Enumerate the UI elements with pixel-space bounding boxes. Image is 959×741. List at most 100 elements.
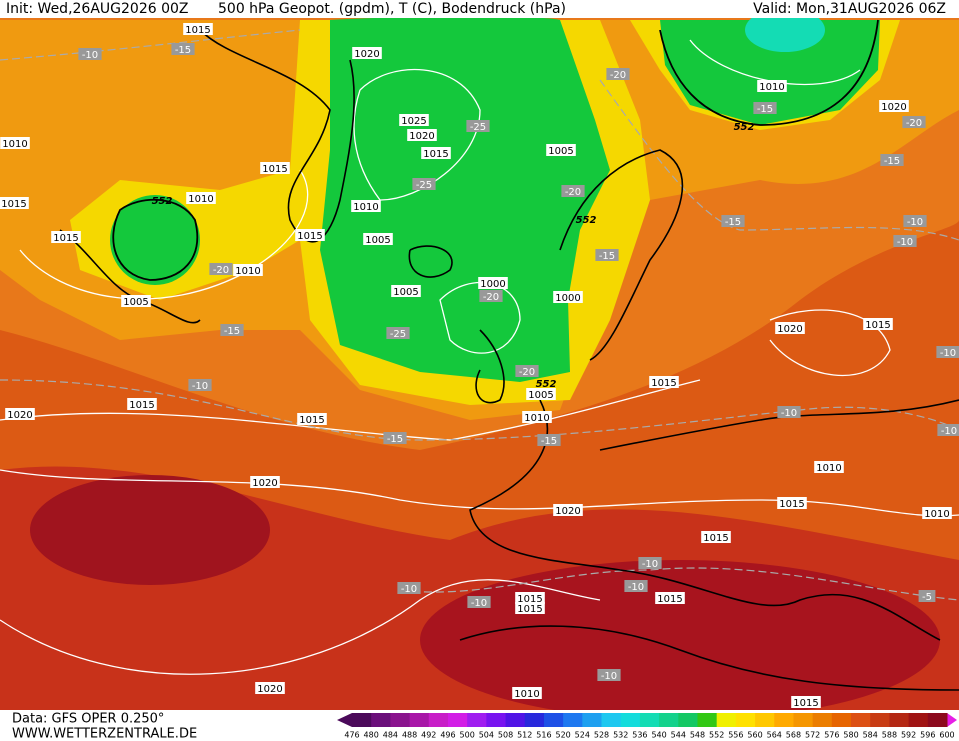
pressure-label: 1015	[517, 604, 542, 615]
temperature-label: -15	[541, 436, 557, 447]
temperature-label-box	[606, 68, 630, 80]
pressure-label: 1005	[393, 287, 418, 298]
pressure-label-box	[879, 100, 909, 112]
legend-tick-label: 476	[344, 731, 359, 740]
temperature-label-box	[624, 580, 648, 592]
pressure-label-box	[5, 408, 35, 420]
legend-tick-label: 560	[747, 731, 762, 740]
legend-tick-label: 556	[728, 731, 743, 740]
pressure-label: 1015	[657, 594, 682, 605]
legend-swatch	[390, 713, 411, 727]
pressure-label-box	[121, 295, 151, 307]
pressure-label-box	[183, 23, 213, 35]
temperature-label-box	[902, 116, 926, 128]
pressure-label: 1015	[779, 499, 804, 510]
temperature-label-box	[777, 406, 801, 418]
legend-tick-label: 484	[383, 731, 398, 740]
temperature-label: -10	[941, 426, 957, 437]
temperature-label: -10	[940, 348, 956, 359]
pressure-label-box	[701, 531, 731, 543]
temperature-label-box	[936, 346, 959, 358]
temperature-label: -10	[628, 582, 644, 593]
legend-tick-label: 588	[882, 731, 897, 740]
temperature-label-box	[721, 215, 745, 227]
temperature-label-box	[467, 596, 491, 608]
temperature-label: -10	[192, 381, 208, 392]
temperature-label-box	[561, 185, 585, 197]
pressure-label-box	[0, 197, 29, 209]
legend-tick-label: 576	[824, 731, 839, 740]
temperature-label: -20	[519, 367, 535, 378]
pressure-label-box	[260, 162, 290, 174]
temperature-label: -25	[416, 180, 432, 191]
legend-swatch	[486, 713, 507, 727]
pressure-label: 1015	[129, 400, 154, 411]
temperature-label: -10	[471, 598, 487, 609]
pressure-label: 1010	[353, 202, 378, 213]
legend-swatch	[467, 713, 487, 727]
temperature-label-box	[597, 669, 621, 681]
pressure-label-box	[127, 398, 157, 410]
legend-tick-label: 592	[901, 731, 916, 740]
pressure-label: 1015	[262, 164, 287, 175]
legend-swatch	[601, 713, 622, 727]
pressure-label: 1010	[188, 194, 213, 205]
pressure-label-box	[649, 376, 679, 388]
pressure-label: 1015	[423, 149, 448, 160]
legend-swatch	[639, 713, 660, 727]
pressure-label: 1015	[53, 233, 78, 244]
legend-tick-label: 572	[805, 731, 820, 740]
temperature-label: -15	[757, 104, 773, 115]
pressure-label-box	[363, 233, 393, 245]
pressure-label-box	[255, 682, 285, 694]
pressure-label-box	[351, 200, 381, 212]
pressure-label-box	[546, 144, 576, 156]
temperature-label: -15	[387, 434, 403, 445]
cold-low	[320, 18, 610, 382]
legend-tick-label: 512	[517, 731, 532, 740]
pressure-label: 1015	[651, 378, 676, 389]
pressure-label-box	[777, 497, 807, 509]
pressure-label: 1020	[257, 684, 282, 695]
temperature-label: -15	[725, 217, 741, 228]
pressure-label-box	[775, 322, 805, 334]
legend-swatch	[831, 713, 852, 727]
temperature-label-box	[397, 582, 421, 594]
pressure-label-box	[512, 687, 542, 699]
legend-tick-label: 504	[479, 731, 494, 740]
pressure-label: 1010	[514, 689, 539, 700]
pressure-label-box	[250, 476, 280, 488]
data-source: Data: GFS OPER 0.250°	[12, 712, 164, 727]
legend-swatch	[447, 713, 468, 727]
temperature-label-box	[880, 154, 904, 166]
legend-swatch	[563, 713, 583, 727]
temperature-label: -10	[401, 584, 417, 595]
height-label: 552	[536, 379, 557, 390]
pressure-label-box	[791, 696, 821, 708]
pressure-label: 1015	[865, 320, 890, 331]
pressure-label: 1005	[548, 146, 573, 157]
legend-swatch	[927, 713, 948, 727]
temperature-label-box	[466, 120, 490, 132]
legend-swatch	[371, 713, 391, 727]
pressure-label-box	[655, 592, 685, 604]
pressure-label-box	[51, 231, 81, 243]
legend-swatch	[908, 713, 929, 727]
temperature-label-box	[383, 432, 407, 444]
contour-552	[112, 198, 199, 281]
legend-tick-label: 596	[920, 731, 935, 740]
temperature-label: -20	[610, 70, 626, 81]
pressure-label-box	[233, 264, 263, 276]
legend-tick-label: 548	[690, 731, 705, 740]
pressure-label: 1010	[524, 413, 549, 424]
pressure-label: 1005	[528, 390, 553, 401]
legend-arrow	[947, 713, 957, 727]
pressure-label: 1015	[517, 594, 542, 605]
temperature-label: -15	[599, 251, 615, 262]
legend-tick-label: 520	[555, 731, 570, 740]
legend-swatch	[889, 713, 910, 727]
temperature-label: -10	[82, 50, 98, 61]
